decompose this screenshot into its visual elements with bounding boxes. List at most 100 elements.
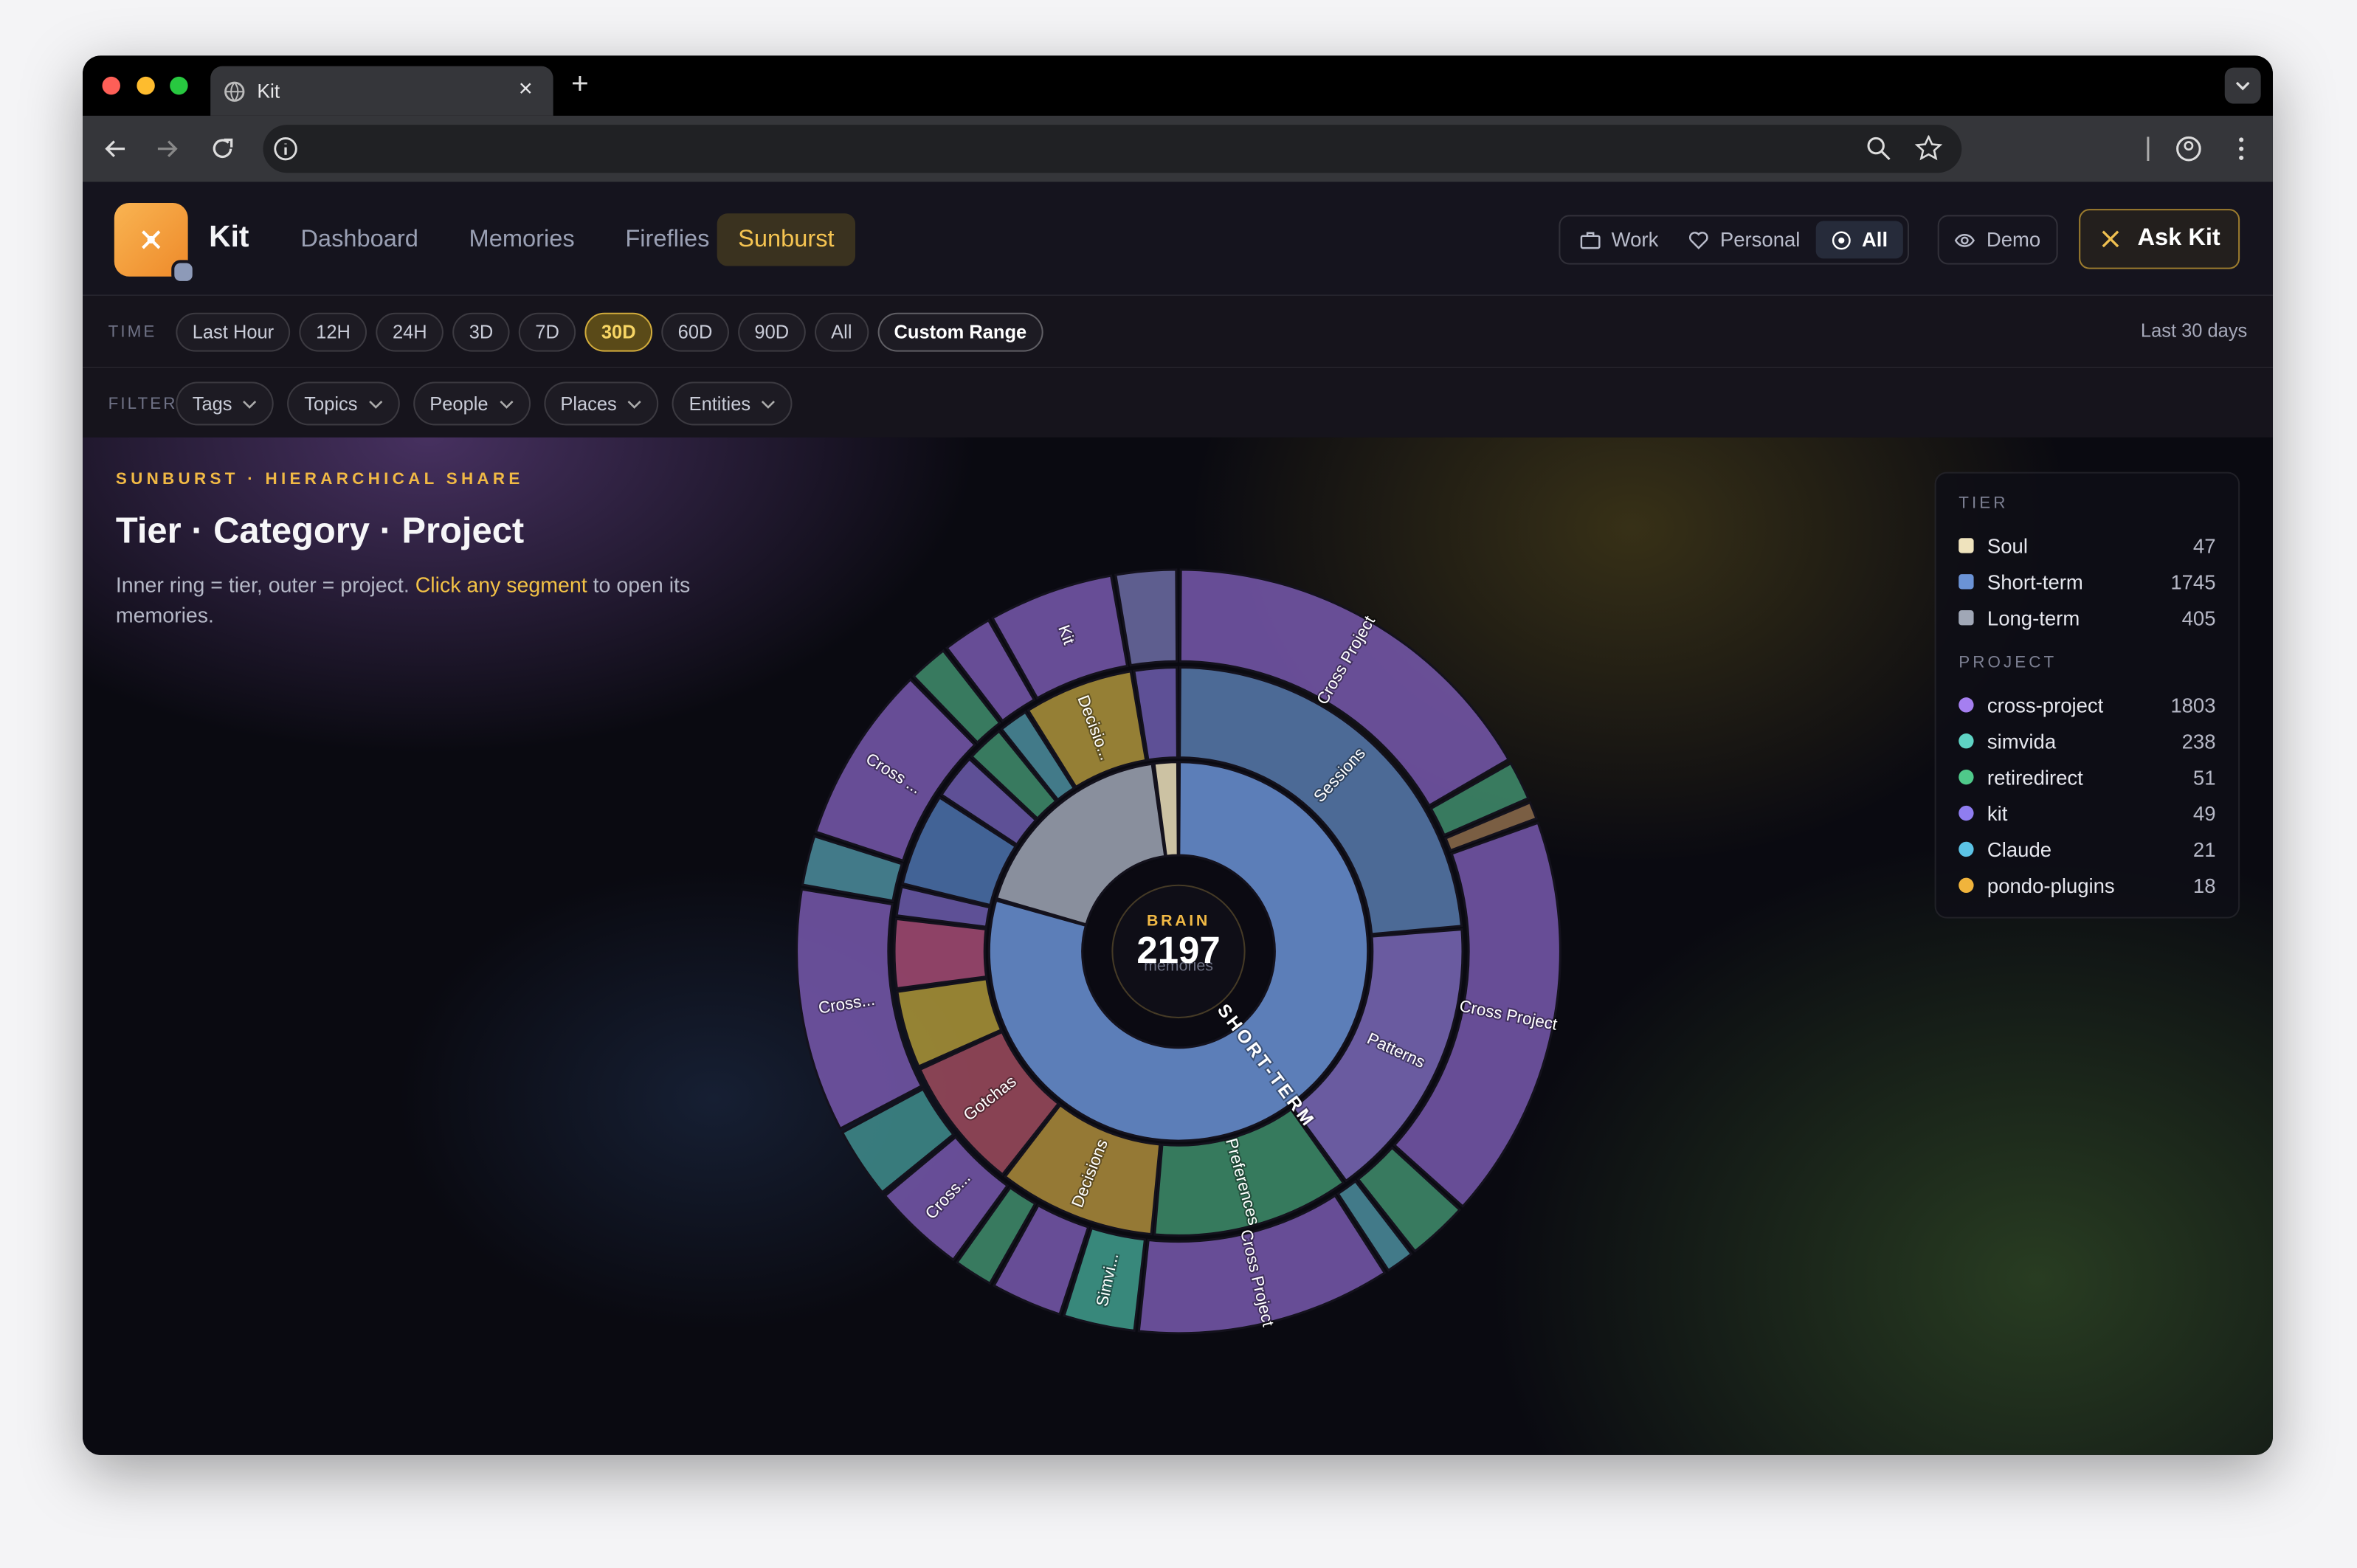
close-light[interactable] [102, 76, 120, 95]
tab-menu[interactable] [2224, 67, 2261, 104]
category-segment[interactable] [970, 729, 1058, 821]
project-segment[interactable] [1114, 568, 1178, 667]
tab[interactable]: Kit × [210, 66, 553, 116]
nav-link[interactable]: Sunburst [717, 213, 856, 266]
legend-value: 51 [2192, 765, 2216, 789]
category-segment[interactable] [1000, 711, 1076, 801]
project-segment[interactable] [1336, 1179, 1413, 1272]
project-segment[interactable] [801, 835, 904, 902]
legend-item[interactable]: cross-project 1803 [1959, 687, 2216, 723]
legend-title: TIER [1959, 494, 2009, 513]
project-segment[interactable] [1356, 1146, 1462, 1253]
center-value: 2197 [1136, 929, 1220, 971]
project-segment[interactable] [883, 1135, 1010, 1262]
omnibox[interactable] [263, 125, 1962, 173]
filter-chip[interactable]: People [413, 381, 531, 426]
tab-close[interactable]: × [518, 76, 533, 103]
intro-link[interactable]: Click any segment [415, 573, 587, 597]
chevron [499, 399, 514, 408]
tier-segment[interactable] [1153, 761, 1179, 857]
app-header: Kit Dashboard Memories Fireflies Sunburst W… [83, 182, 2273, 297]
address-bar [83, 115, 2273, 182]
tier-segment[interactable] [987, 761, 1370, 1142]
filter-chip[interactable]: Places [543, 381, 659, 426]
project-segment[interactable] [841, 1087, 956, 1194]
project-segment[interactable] [1444, 801, 1538, 852]
project-segment[interactable] [990, 574, 1129, 700]
category-segment[interactable] [918, 1030, 1060, 1176]
project-segment[interactable] [992, 1203, 1090, 1316]
time-chip[interactable]: 30D [584, 311, 653, 351]
project-segment[interactable] [1429, 761, 1530, 837]
category-segment[interactable] [1291, 928, 1464, 1183]
scope-button[interactable]: Work [1565, 221, 1674, 258]
filter-chip[interactable]: Entities [672, 381, 793, 426]
logo[interactable] [114, 202, 196, 284]
scope-icon [1832, 230, 1850, 249]
category-segment[interactable] [939, 757, 1038, 846]
new-tab[interactable]: + [571, 67, 589, 101]
scope-label: Work [1611, 228, 1659, 252]
category-segment[interactable] [901, 795, 1018, 907]
project-segment[interactable] [912, 649, 1001, 745]
eyebrow: SUNBURST · HIERARCHICAL SHARE [115, 470, 524, 489]
demo-button[interactable]: Demo [1937, 215, 2058, 265]
time-chip[interactable]: 7D [518, 311, 576, 351]
legend-item[interactable]: Soul 47 [1959, 528, 2216, 564]
project-segment[interactable] [1178, 568, 1511, 807]
category-segment[interactable] [1153, 1108, 1345, 1237]
time-chip[interactable]: 3D [452, 311, 510, 351]
ask-button[interactable]: Ask Kit [2079, 209, 2240, 269]
category-segment[interactable] [1133, 666, 1178, 761]
tab-title: Kit [257, 79, 280, 103]
legend-item[interactable]: kit 49 [1959, 795, 2216, 832]
legend-item[interactable]: retiredirect 51 [1959, 759, 2216, 795]
category-segment[interactable] [1004, 1103, 1162, 1236]
project-segment[interactable] [1393, 821, 1561, 1209]
project-segment[interactable] [796, 888, 923, 1130]
project-segment[interactable] [955, 1186, 1037, 1285]
time-chip[interactable]: 24H [376, 311, 444, 351]
category-segment[interactable] [1026, 670, 1148, 789]
category-segment[interactable] [895, 885, 991, 928]
nav-icons[interactable] [100, 134, 266, 164]
legend-value: 1803 [2170, 694, 2216, 716]
legend-value: 47 [2192, 534, 2216, 557]
legend-item[interactable]: pondo-plugins 18 [1959, 867, 2216, 903]
scope-button[interactable]: All [1815, 221, 1903, 259]
category-segment[interactable] [1178, 666, 1463, 936]
legend-item[interactable]: simvida 238 [1959, 723, 2216, 759]
time-chip[interactable]: 90D [738, 311, 806, 351]
time-chip[interactable]: 12H [299, 311, 367, 351]
category-segment[interactable] [896, 978, 1003, 1068]
scope-icon [1580, 231, 1601, 249]
legend-item[interactable]: Claude 21 [1959, 831, 2216, 867]
filter-chip[interactable]: Topics [287, 381, 400, 426]
legend-item[interactable]: Short-term 1745 [1959, 564, 2216, 600]
minimize-light[interactable] [137, 76, 155, 95]
scope-button[interactable]: Personal [1674, 221, 1815, 258]
toolbar-icons[interactable] [2142, 134, 2263, 164]
zoom-light[interactable] [170, 76, 188, 95]
filter-chip[interactable]: Tags [176, 381, 275, 426]
time-chip[interactable]: 60D [661, 311, 729, 351]
project-segment[interactable] [814, 677, 977, 863]
legend-swatch [1959, 610, 1974, 626]
time-chip[interactable]: Last Hour [176, 311, 291, 351]
nav-link[interactable]: Fireflies [625, 227, 710, 253]
project-segment[interactable] [1137, 1194, 1387, 1335]
legend-value: 1745 [2170, 570, 2216, 593]
sunburst: SessionsPatternsPreferencesDecisionsGotc… [796, 568, 1561, 1335]
project-segment[interactable] [1063, 1226, 1147, 1333]
tier-segment[interactable] [995, 762, 1167, 926]
nav-link[interactable]: Memories [469, 227, 575, 253]
intro-text-after: to open its memories. [115, 573, 691, 627]
legend-item[interactable]: Long-term 405 [1959, 600, 2216, 636]
category-segment[interactable] [893, 917, 988, 990]
time-chip[interactable]: Custom Range [877, 311, 1043, 351]
project-segment[interactable] [945, 618, 1036, 722]
time-chip[interactable]: All [814, 311, 869, 351]
center-label: BRAIN [1147, 911, 1210, 929]
omni-icons[interactable] [1866, 135, 1950, 162]
nav-link[interactable]: Dashboard [300, 227, 418, 253]
